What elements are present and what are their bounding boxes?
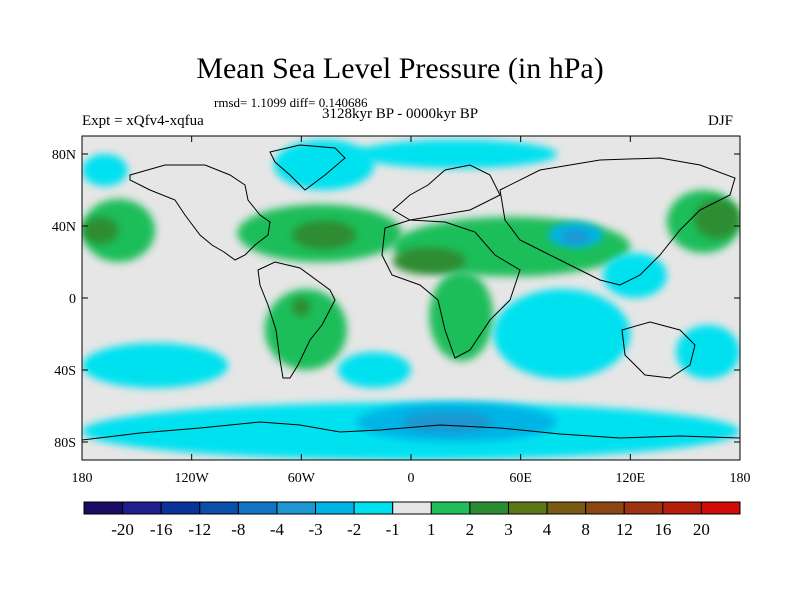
colorbar-label: -12 [188, 520, 211, 539]
coastline-australia [621, 321, 696, 379]
colorbar-label: -4 [270, 520, 285, 539]
rmsd-diff-label: rmsd= 1.1099 diff= 0.140686 [214, 95, 368, 110]
anomaly-region-antarctic-low-core [401, 411, 494, 434]
colorbar-label: -2 [347, 520, 361, 539]
colorbar-swatch [700, 501, 741, 515]
colorbar-swatch [122, 501, 162, 515]
colorbar: -20 -16 -12 -8 -4 -3 -2 -1 1 2 3 4 8 12 16 20 [83, 501, 741, 539]
anomaly-region-tibet-low-core [560, 229, 591, 244]
colorbar-swatch [392, 501, 432, 515]
colorbar-swatch [199, 501, 239, 515]
colorbar-swatch [662, 501, 702, 515]
period-label: 3128kyr BP - 0000kyr BP [322, 106, 479, 122]
chart-title: Mean Sea Level Pressure (in hPa) [196, 52, 604, 85]
x-tick-label: 180 [730, 471, 751, 486]
longitude-axis: 180 120W 60W 0 60E 120E 180 [72, 136, 751, 486]
y-tick-label: 40S [54, 364, 76, 379]
coastline-europe [392, 164, 501, 221]
anomaly-region-south-pacific-low [82, 343, 229, 388]
y-tick-label: 40N [52, 220, 76, 235]
coastline-south-america [257, 261, 336, 379]
x-tick-label: 60W [288, 471, 316, 486]
colorbar-swatch [315, 501, 355, 515]
anomaly-region-north-pacific-core [82, 217, 119, 244]
anomaly-region-indian-ocean-tongue [493, 289, 631, 379]
anomaly-region-africa-south [429, 271, 494, 361]
anomaly-region-south-america-core [292, 298, 311, 316]
colorbar-label: 2 [466, 520, 475, 539]
coastline-africa [381, 219, 521, 359]
colorbar-swatch [83, 501, 124, 515]
colorbar-swatch [623, 501, 664, 515]
x-tick-label: 0 [408, 471, 415, 486]
anomaly-fields [82, 139, 740, 460]
colorbar-label: -16 [150, 520, 173, 539]
coastline-north-america [129, 164, 271, 261]
colorbar-swatch [353, 501, 394, 515]
colorbar-swatch [546, 501, 587, 515]
y-tick-label: 80N [52, 148, 76, 163]
anomaly-region-west-pacific-low [602, 253, 667, 298]
anomaly-region-sahara-core [392, 247, 466, 275]
colorbar-label: 12 [616, 520, 633, 539]
anomaly-region-south-america [264, 289, 348, 370]
x-tick-label: 60E [509, 471, 532, 486]
colorbar-label: 16 [654, 520, 671, 539]
colorbar-label: -3 [308, 520, 322, 539]
colorbar-label: 4 [543, 520, 552, 539]
anomaly-region-southwest-pacific-low [676, 325, 740, 379]
y-tick-label: 80S [54, 436, 76, 451]
colorbar-label: 20 [693, 520, 710, 539]
latitude-axis: 80N 40N 0 40S 80S [52, 148, 740, 451]
colorbar-swatch [469, 501, 509, 515]
anomaly-region-northwest-pacific-core [694, 199, 740, 239]
x-tick-label: 120W [175, 471, 210, 486]
y-tick-label: 0 [69, 292, 76, 307]
coastlines [82, 144, 740, 441]
colorbar-label: 8 [581, 520, 590, 539]
colorbar-label: -20 [111, 520, 134, 539]
season-label: DJF [708, 113, 734, 129]
colorbar-swatch [430, 501, 471, 515]
colorbar-label: 3 [504, 520, 513, 539]
anomaly-region-arctic-low [356, 139, 558, 169]
x-tick-label: 120E [616, 471, 646, 486]
anomaly-region-north-pacific-low [82, 154, 128, 187]
colorbar-label: -1 [386, 520, 400, 539]
anomaly-region-north-atlantic-core [292, 220, 357, 250]
x-tick-label: 180 [72, 471, 93, 486]
anomaly-region-greenland-low [273, 139, 375, 190]
colorbar-label: 1 [427, 520, 436, 539]
coastline-antarctica [82, 421, 740, 441]
colorbar-label: -8 [231, 520, 245, 539]
colorbar-swatch [507, 501, 548, 515]
colorbar-swatch [160, 501, 201, 515]
anomaly-region-south-atlantic-low [337, 352, 412, 388]
coastline-greenland [269, 144, 346, 191]
colorbar-swatch [237, 501, 278, 515]
coastline-asia [499, 157, 736, 286]
colorbar-swatch [276, 501, 317, 515]
colorbar-swatch [585, 501, 625, 515]
experiment-label: Expt = xQfv4-xqfua [82, 113, 204, 129]
